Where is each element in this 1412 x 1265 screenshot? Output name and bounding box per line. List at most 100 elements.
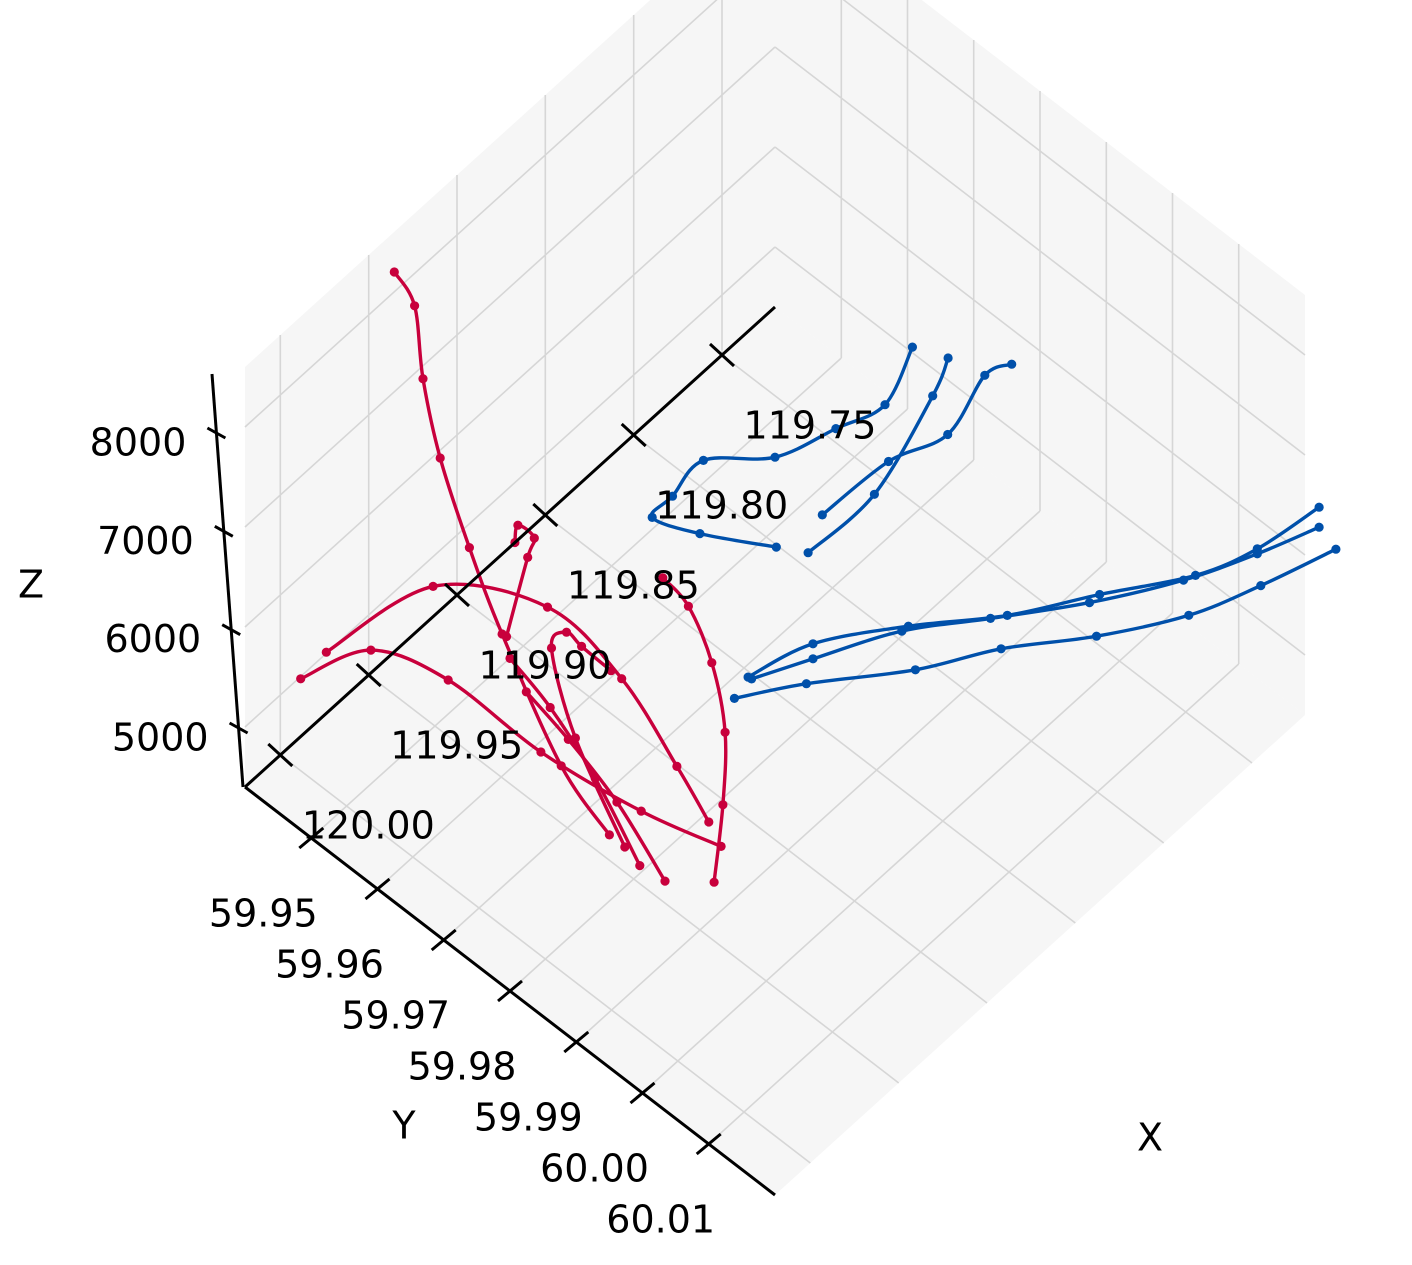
grid-line-z-right bbox=[774, 146, 1306, 556]
y-tick-mark bbox=[298, 826, 325, 850]
x-tick-label: 119.95 bbox=[390, 724, 523, 768]
series-point bbox=[1331, 544, 1341, 554]
grid-line-y-floor bbox=[376, 408, 909, 890]
grid-line-z-right bbox=[774, 246, 1306, 656]
x-axis-line bbox=[243, 305, 777, 789]
y-tick-label: 59.97 bbox=[341, 994, 450, 1038]
series-point bbox=[907, 342, 918, 352]
series-point bbox=[428, 581, 438, 592]
y-tick-mark bbox=[430, 928, 457, 952]
chart-ticks: 119.75 119.80 119.85 119.90 119.95 120.00 59.9… bbox=[90, 342, 876, 1242]
series-point bbox=[563, 734, 573, 745]
series-point bbox=[831, 424, 841, 434]
series-point bbox=[720, 727, 730, 737]
x-tick-label: 119.85 bbox=[567, 564, 700, 608]
z-tick-mark bbox=[221, 623, 241, 637]
series-point bbox=[1256, 581, 1266, 591]
series-point bbox=[704, 817, 714, 827]
series-point bbox=[667, 491, 678, 501]
z-tick-label: 6000 bbox=[104, 617, 201, 661]
y-tick-label: 60.00 bbox=[540, 1147, 649, 1191]
y-tick-mark bbox=[629, 1081, 656, 1105]
series-point bbox=[389, 267, 399, 277]
x-tick-mark bbox=[708, 342, 736, 368]
z-tick-mark bbox=[228, 721, 249, 735]
series-point bbox=[743, 672, 753, 682]
series-point bbox=[996, 644, 1006, 654]
series-point bbox=[497, 629, 507, 639]
series-point bbox=[561, 627, 572, 637]
series-point bbox=[869, 489, 880, 499]
y-tick-label: 60.01 bbox=[606, 1198, 715, 1242]
y-tick-mark bbox=[364, 877, 391, 901]
series-point bbox=[1002, 610, 1012, 621]
x-tick-label: 119.90 bbox=[479, 644, 612, 688]
series-point bbox=[658, 573, 668, 583]
z-tick-mark bbox=[214, 524, 234, 538]
series-point bbox=[729, 693, 740, 704]
series-point bbox=[980, 370, 990, 380]
z-axis-line bbox=[210, 373, 245, 788]
series-point bbox=[1314, 502, 1324, 512]
series-point bbox=[660, 876, 670, 886]
series-point bbox=[606, 666, 616, 676]
series-point bbox=[577, 641, 587, 652]
series-point bbox=[505, 653, 515, 664]
series-point bbox=[647, 512, 657, 523]
x-tick-mark bbox=[443, 582, 471, 608]
back-pane-left bbox=[245, 0, 775, 787]
series-point bbox=[536, 747, 546, 757]
y-tick-label: 59.98 bbox=[408, 1045, 517, 1089]
series-line-13 bbox=[749, 525, 1321, 681]
grid-line-z-right bbox=[774, 46, 1306, 456]
y-tick-mark bbox=[695, 1132, 722, 1156]
series-point bbox=[418, 374, 428, 384]
series-point bbox=[612, 797, 622, 807]
chart-grid bbox=[244, 0, 1306, 1164]
grid-line-y-floor bbox=[641, 612, 1174, 1094]
series-point bbox=[1007, 359, 1017, 369]
series-point bbox=[943, 353, 953, 363]
grid-line-y-floor bbox=[708, 663, 1240, 1145]
series-line-14 bbox=[746, 505, 1321, 679]
series-point bbox=[770, 452, 780, 462]
series-point bbox=[883, 456, 894, 467]
grid-line-y-floor bbox=[310, 357, 842, 839]
grid-line-z-left bbox=[244, 146, 776, 628]
grid-line-y-floor bbox=[509, 510, 1041, 992]
x-tick-mark bbox=[620, 422, 647, 448]
x-axis-title: X bbox=[1137, 1116, 1163, 1160]
series-point bbox=[556, 761, 566, 771]
series-point bbox=[321, 647, 331, 657]
series-point bbox=[1095, 589, 1105, 600]
series-point bbox=[808, 654, 818, 664]
series-line-8 bbox=[524, 690, 667, 883]
series-point bbox=[545, 702, 555, 713]
z-tick-label: 8000 bbox=[90, 421, 187, 465]
series-point bbox=[683, 601, 694, 611]
series-point bbox=[464, 543, 474, 553]
grid-line-z-left bbox=[244, 46, 776, 528]
series-point bbox=[943, 429, 953, 440]
x-tick-mark bbox=[532, 502, 559, 528]
x-tick-mark bbox=[355, 662, 382, 688]
series-point bbox=[521, 687, 531, 697]
series-point bbox=[513, 520, 523, 530]
series-point bbox=[435, 453, 445, 463]
z-axis-title: Z bbox=[18, 563, 44, 607]
series-point bbox=[620, 842, 630, 852]
series-point bbox=[698, 455, 709, 465]
y-tick-mark bbox=[497, 979, 523, 1003]
series-point bbox=[1084, 598, 1095, 608]
chart-series bbox=[296, 267, 1341, 887]
series-line-11 bbox=[806, 356, 950, 555]
series-point bbox=[801, 679, 812, 689]
series-point bbox=[903, 621, 914, 631]
series-point bbox=[617, 674, 627, 684]
series-point bbox=[910, 665, 921, 675]
y-tick-mark bbox=[563, 1030, 590, 1054]
z-tick-label: 5000 bbox=[112, 716, 209, 760]
series-point bbox=[817, 510, 827, 520]
series-point bbox=[1091, 631, 1102, 641]
